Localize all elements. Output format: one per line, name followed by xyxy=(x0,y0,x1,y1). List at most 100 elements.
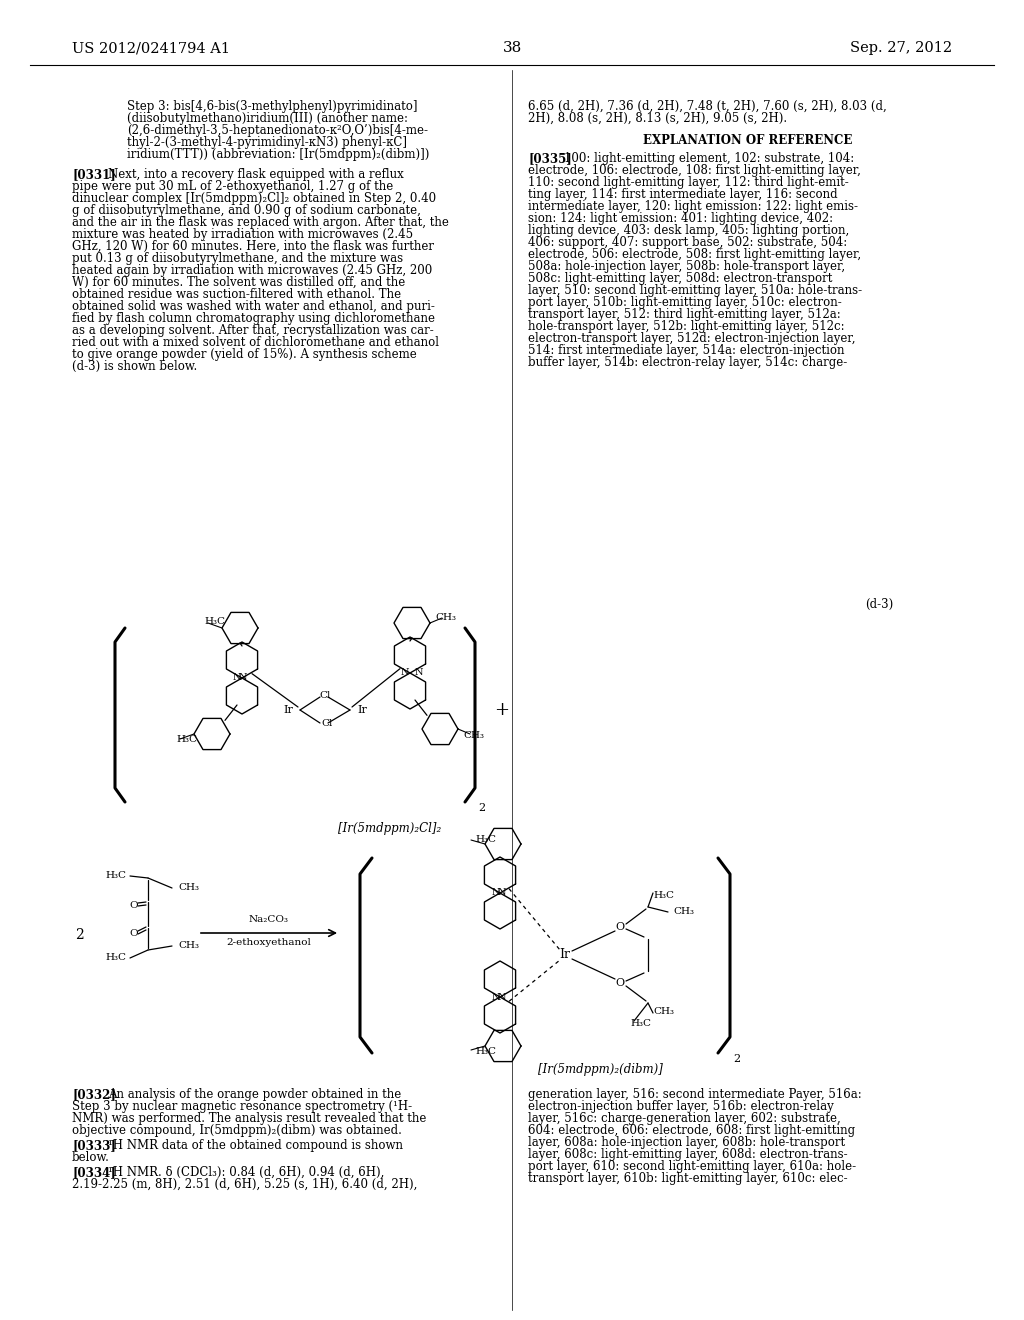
Text: ried out with a mixed solvent of dichloromethane and ethanol: ried out with a mixed solvent of dichlor… xyxy=(72,337,439,348)
Text: H₃C: H₃C xyxy=(475,1047,496,1056)
Text: (d-3): (d-3) xyxy=(865,598,893,611)
Text: Na₂CO₃: Na₂CO₃ xyxy=(249,916,289,924)
Text: layer, 516c: charge-generation layer, 602: substrate,: layer, 516c: charge-generation layer, 60… xyxy=(528,1111,841,1125)
Text: electrode, 106: electrode, 108: first light-emitting layer,: electrode, 106: electrode, 108: first li… xyxy=(528,164,861,177)
Text: (d-3) is shown below.: (d-3) is shown below. xyxy=(72,360,198,374)
Text: [Ir(5mdppm)₂(dibm)]: [Ir(5mdppm)₂(dibm)] xyxy=(538,1063,663,1076)
Text: thyl-2-(3-methyl-4-pyrimidinyl-κN3) phenyl-κC]: thyl-2-(3-methyl-4-pyrimidinyl-κN3) phen… xyxy=(127,136,407,149)
Text: [0334]: [0334] xyxy=(72,1166,116,1179)
Text: CH₃: CH₃ xyxy=(653,1006,674,1015)
Text: intermediate layer, 120: light emission: 122: light emis-: intermediate layer, 120: light emission:… xyxy=(528,201,858,213)
Text: US 2012/0241794 A1: US 2012/0241794 A1 xyxy=(72,41,230,55)
Text: electrode, 506: electrode, 508: first light-emitting layer,: electrode, 506: electrode, 508: first li… xyxy=(528,248,861,261)
Text: Ir: Ir xyxy=(283,705,293,715)
Text: Step 3: bis[4,6-bis(3-methylphenyl)pyrimidinato]: Step 3: bis[4,6-bis(3-methylphenyl)pyrim… xyxy=(127,100,418,114)
Text: H₃C: H₃C xyxy=(176,735,197,744)
Text: 508c: light-emitting layer, 508d: electron-transport: 508c: light-emitting layer, 508d: electr… xyxy=(528,272,833,285)
Text: hole-transport layer, 512b: light-emitting layer, 512c:: hole-transport layer, 512b: light-emitti… xyxy=(528,319,845,333)
Text: [0333]: [0333] xyxy=(72,1139,116,1152)
Text: Cl: Cl xyxy=(322,719,333,729)
Text: layer, 608a: hole-injection layer, 608b: hole-transport: layer, 608a: hole-injection layer, 608b:… xyxy=(528,1137,845,1148)
Text: N: N xyxy=(498,888,506,898)
Text: 2: 2 xyxy=(75,928,84,942)
Text: N: N xyxy=(415,668,424,677)
Text: CH₃: CH₃ xyxy=(178,883,199,892)
Text: transport layer, 512: third light-emitting layer, 512a:: transport layer, 512: third light-emitti… xyxy=(528,308,841,321)
Text: N: N xyxy=(498,993,506,1002)
Text: Cl: Cl xyxy=(319,692,331,701)
Text: [0335]: [0335] xyxy=(528,152,571,165)
Text: layer, 510: second light-emitting layer, 510a: hole-trans-: layer, 510: second light-emitting layer,… xyxy=(528,284,862,297)
Text: 2: 2 xyxy=(733,1053,740,1064)
Text: 514: first intermediate layer, 514a: electron-injection: 514: first intermediate layer, 514a: ele… xyxy=(528,345,845,356)
Text: objective compound, Ir(5mdppm)₂(dibm) was obtained.: objective compound, Ir(5mdppm)₂(dibm) wa… xyxy=(72,1125,401,1137)
Text: Sep. 27, 2012: Sep. 27, 2012 xyxy=(850,41,952,55)
Text: as a developing solvent. After that, recrystallization was car-: as a developing solvent. After that, rec… xyxy=(72,323,434,337)
Text: heated again by irradiation with microwaves (2.45 GHz, 200: heated again by irradiation with microwa… xyxy=(72,264,432,277)
Text: 406: support, 407: support base, 502: substrate, 504:: 406: support, 407: support base, 502: su… xyxy=(528,236,847,249)
Text: 2H), 8.08 (s, 2H), 8.13 (s, 2H), 9.05 (s, 2H).: 2H), 8.08 (s, 2H), 8.13 (s, 2H), 9.05 (s… xyxy=(528,112,787,125)
Text: NMR) was performed. The analysis result revealed that the: NMR) was performed. The analysis result … xyxy=(72,1111,426,1125)
Text: ¹H NMR. δ (CDCl₃): 0.84 (d, 6H), 0.94 (d, 6H),: ¹H NMR. δ (CDCl₃): 0.84 (d, 6H), 0.94 (d… xyxy=(108,1166,384,1179)
Text: generation layer, 516: second intermediate Payer, 516a:: generation layer, 516: second intermedia… xyxy=(528,1088,862,1101)
Text: O: O xyxy=(130,929,138,939)
Text: and the air in the flask was replaced with argon. After that, the: and the air in the flask was replaced wi… xyxy=(72,216,449,228)
Text: H₃C: H₃C xyxy=(204,618,225,627)
Text: pipe were put 30 mL of 2-ethoxyethanol, 1.27 g of the: pipe were put 30 mL of 2-ethoxyethanol, … xyxy=(72,180,393,193)
Text: CH₃: CH₃ xyxy=(463,730,484,739)
Text: electron-transport layer, 512d: electron-injection layer,: electron-transport layer, 512d: electron… xyxy=(528,333,855,345)
Text: Ir: Ir xyxy=(559,949,570,961)
Text: 6.65 (d, 2H), 7.36 (d, 2H), 7.48 (t, 2H), 7.60 (s, 2H), 8.03 (d,: 6.65 (d, 2H), 7.36 (d, 2H), 7.48 (t, 2H)… xyxy=(528,100,887,114)
Text: CH₃: CH₃ xyxy=(435,612,456,622)
Text: H₃C: H₃C xyxy=(475,834,496,843)
Text: GHz, 120 W) for 60 minutes. Here, into the flask was further: GHz, 120 W) for 60 minutes. Here, into t… xyxy=(72,240,434,253)
Text: obtained solid was washed with water and ethanol, and puri-: obtained solid was washed with water and… xyxy=(72,300,435,313)
Text: ¹H NMR data of the obtained compound is shown: ¹H NMR data of the obtained compound is … xyxy=(108,1139,403,1152)
Text: electron-injection buffer layer, 516b: electron-relay: electron-injection buffer layer, 516b: e… xyxy=(528,1100,834,1113)
Text: N: N xyxy=(232,673,242,682)
Text: transport layer, 610b: light-emitting layer, 610c: elec-: transport layer, 610b: light-emitting la… xyxy=(528,1172,848,1185)
Text: buffer layer, 514b: electron-relay layer, 514c: charge-: buffer layer, 514b: electron-relay layer… xyxy=(528,356,847,370)
Text: sion: 124: light emission: 401: lighting device, 402:: sion: 124: light emission: 401: lighting… xyxy=(528,213,834,224)
Text: (diisobutylmethano)iridium(III) (another name:: (diisobutylmethano)iridium(III) (another… xyxy=(127,112,408,125)
Text: 2-ethoxyethanol: 2-ethoxyethanol xyxy=(226,939,311,946)
Text: port layer, 610: second light-emitting layer, 610a: hole-: port layer, 610: second light-emitting l… xyxy=(528,1160,856,1173)
Text: W) for 60 minutes. The solvent was distilled off, and the: W) for 60 minutes. The solvent was disti… xyxy=(72,276,406,289)
Text: 110: second light-emitting layer, 112: third light-emit-: 110: second light-emitting layer, 112: t… xyxy=(528,176,849,189)
Text: Ir: Ir xyxy=(357,705,367,715)
Text: H₃C: H₃C xyxy=(653,891,674,899)
Text: Step 3 by nuclear magnetic resonance spectrometry (¹H-: Step 3 by nuclear magnetic resonance spe… xyxy=(72,1100,412,1113)
Text: N: N xyxy=(400,668,410,677)
Text: O: O xyxy=(130,902,138,911)
Text: Next, into a recovery flask equipped with a reflux: Next, into a recovery flask equipped wit… xyxy=(108,168,403,181)
Text: g of diisobutyrylmethane, and 0.90 g of sodium carbonate,: g of diisobutyrylmethane, and 0.90 g of … xyxy=(72,205,421,216)
Text: iridium(TTT)) (abbreviation: [Ir(5mdppm)₂(dibm)]): iridium(TTT)) (abbreviation: [Ir(5mdppm)… xyxy=(127,148,429,161)
Text: (2,6-dimethyl-3,5-heptanedionato-κ²O,O’)bis[4-me-: (2,6-dimethyl-3,5-heptanedionato-κ²O,O’)… xyxy=(127,124,428,137)
Text: dinuclear complex [Ir(5mdppm)₂Cl]₂ obtained in Step 2, 0.40: dinuclear complex [Ir(5mdppm)₂Cl]₂ obtai… xyxy=(72,191,436,205)
Text: to give orange powder (yield of 15%). A synthesis scheme: to give orange powder (yield of 15%). A … xyxy=(72,348,417,360)
Text: below.: below. xyxy=(72,1151,110,1164)
Text: lighting device, 403: desk lamp, 405: lighting portion,: lighting device, 403: desk lamp, 405: li… xyxy=(528,224,849,238)
Text: N: N xyxy=(492,888,501,898)
Text: 2: 2 xyxy=(478,803,485,813)
Text: put 0.13 g of diisobutyrylmethane, and the mixture was: put 0.13 g of diisobutyrylmethane, and t… xyxy=(72,252,403,265)
Text: H₃C: H₃C xyxy=(105,871,126,880)
Text: H₃C: H₃C xyxy=(630,1019,651,1027)
Text: port layer, 510b: light-emitting layer, 510c: electron-: port layer, 510b: light-emitting layer, … xyxy=(528,296,842,309)
Text: 508a: hole-injection layer, 508b: hole-transport layer,: 508a: hole-injection layer, 508b: hole-t… xyxy=(528,260,845,273)
Text: mixture was heated by irradiation with microwaves (2.45: mixture was heated by irradiation with m… xyxy=(72,228,413,242)
Text: EXPLANATION OF REFERENCE: EXPLANATION OF REFERENCE xyxy=(643,135,853,147)
Text: fied by flash column chromatography using dichloromethane: fied by flash column chromatography usin… xyxy=(72,312,435,325)
Text: O: O xyxy=(615,978,625,987)
Text: [0332]: [0332] xyxy=(72,1088,116,1101)
Text: +: + xyxy=(495,701,510,719)
Text: 2.19-2.25 (m, 8H), 2.51 (d, 6H), 5.25 (s, 1H), 6.40 (d, 2H),: 2.19-2.25 (m, 8H), 2.51 (d, 6H), 5.25 (s… xyxy=(72,1177,418,1191)
Text: CH₃: CH₃ xyxy=(178,941,199,950)
Text: 38: 38 xyxy=(503,41,521,55)
Text: ting layer, 114: first intermediate layer, 116: second: ting layer, 114: first intermediate laye… xyxy=(528,187,838,201)
Text: N: N xyxy=(492,993,501,1002)
Text: N: N xyxy=(239,673,247,682)
Text: CH₃: CH₃ xyxy=(673,908,694,916)
Text: [0331]: [0331] xyxy=(72,168,116,181)
Text: obtained residue was suction-filtered with ethanol. The: obtained residue was suction-filtered wi… xyxy=(72,288,401,301)
